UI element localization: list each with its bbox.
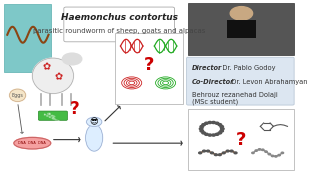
Text: Haemonchus contortus: Haemonchus contortus <box>61 13 178 22</box>
Circle shape <box>199 152 202 154</box>
Text: ?: ? <box>70 100 80 118</box>
Text: Director: Director <box>192 65 222 71</box>
Circle shape <box>281 152 284 154</box>
Circle shape <box>268 153 270 155</box>
Circle shape <box>230 150 233 152</box>
Circle shape <box>218 154 221 156</box>
Circle shape <box>261 149 264 150</box>
FancyBboxPatch shape <box>115 33 182 104</box>
Circle shape <box>218 132 222 134</box>
Ellipse shape <box>86 125 103 151</box>
Circle shape <box>278 154 280 156</box>
Circle shape <box>202 132 205 134</box>
Circle shape <box>255 150 257 151</box>
Circle shape <box>62 53 82 65</box>
Circle shape <box>200 125 204 128</box>
Text: drug: drug <box>46 111 57 119</box>
Circle shape <box>212 122 215 123</box>
Text: (MSc student): (MSc student) <box>192 99 238 105</box>
Circle shape <box>86 117 102 127</box>
Circle shape <box>202 124 205 126</box>
Text: ?: ? <box>143 56 154 74</box>
Circle shape <box>220 128 224 130</box>
Circle shape <box>265 151 267 152</box>
Circle shape <box>199 128 203 130</box>
Circle shape <box>215 122 219 124</box>
Text: DNA  DNA  DNA: DNA DNA DNA <box>19 141 46 145</box>
FancyBboxPatch shape <box>227 21 256 38</box>
Circle shape <box>205 122 208 124</box>
Circle shape <box>222 152 225 154</box>
Circle shape <box>212 134 215 136</box>
FancyBboxPatch shape <box>4 4 52 72</box>
Circle shape <box>220 125 223 128</box>
Text: Eggs: Eggs <box>12 93 24 98</box>
Circle shape <box>207 150 210 152</box>
Circle shape <box>205 133 208 135</box>
FancyBboxPatch shape <box>188 3 294 55</box>
Circle shape <box>208 122 212 123</box>
Text: Co-Director: Co-Director <box>192 79 234 85</box>
Text: Behrouz rezanehad Dolaji: Behrouz rezanehad Dolaji <box>192 92 277 98</box>
Text: ✿: ✿ <box>43 62 51 72</box>
FancyBboxPatch shape <box>188 109 294 170</box>
Circle shape <box>203 150 205 152</box>
Circle shape <box>211 152 213 154</box>
Circle shape <box>208 134 212 136</box>
Text: : Dr. Pablo Godoy: : Dr. Pablo Godoy <box>218 65 275 71</box>
Circle shape <box>234 152 237 154</box>
Circle shape <box>200 130 204 132</box>
Circle shape <box>275 156 277 157</box>
Circle shape <box>271 155 274 157</box>
FancyBboxPatch shape <box>38 111 67 120</box>
Circle shape <box>230 7 252 20</box>
Ellipse shape <box>14 137 51 149</box>
Text: 😎: 😎 <box>90 117 99 126</box>
FancyBboxPatch shape <box>64 7 174 42</box>
Circle shape <box>215 133 219 135</box>
Circle shape <box>220 130 223 132</box>
Circle shape <box>214 154 217 156</box>
Text: : Dr. Levon Abrahamyan: : Dr. Levon Abrahamyan <box>227 79 308 85</box>
Text: resistance: resistance <box>42 112 60 123</box>
Circle shape <box>218 124 222 126</box>
Circle shape <box>252 152 254 154</box>
Text: ✿: ✿ <box>55 73 63 83</box>
Ellipse shape <box>32 58 74 94</box>
FancyBboxPatch shape <box>187 57 294 105</box>
Text: parasitic roundworm of sheep, goats and alpacas: parasitic roundworm of sheep, goats and … <box>33 28 205 34</box>
Circle shape <box>258 149 261 150</box>
Text: ?: ? <box>236 131 247 149</box>
Ellipse shape <box>10 89 26 102</box>
Circle shape <box>226 150 229 152</box>
